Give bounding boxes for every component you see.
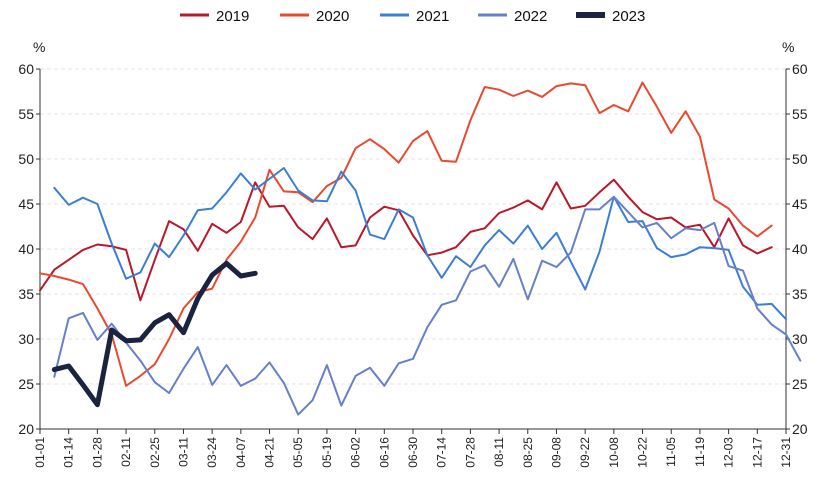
y-tick-label-right: 50: [792, 151, 808, 167]
x-tick-label: 09-22: [578, 437, 592, 468]
x-tick-label: 01-28: [90, 437, 104, 468]
y-axis-right: 20 25 30 35 40 45 50 55 60: [786, 61, 808, 437]
x-tick-label: 02-11: [119, 437, 133, 467]
y-tick-label-right: 20: [792, 421, 808, 437]
x-tick-label: 12-17: [750, 437, 764, 468]
y-tick-label-right: 35: [792, 286, 808, 302]
x-tick-label: 04-07: [234, 437, 248, 468]
y-tick-label-left: 40: [18, 241, 34, 257]
x-tick-label: 10-08: [607, 437, 621, 468]
y-tick-label-left: 55: [18, 106, 34, 122]
series-line-2020: [39, 81, 773, 387]
gridlines: [40, 68, 786, 385]
x-tick-label: 05-19: [320, 437, 334, 468]
x-tick-label: 06-16: [377, 437, 391, 468]
series-lines: [39, 81, 802, 416]
x-tick-label: 09-08: [549, 437, 563, 468]
legend-label-2019: 2019: [216, 8, 249, 25]
x-tick-label: 08-11: [492, 437, 506, 467]
legend-label-2022: 2022: [514, 8, 547, 25]
x-tick-label: 11-19: [693, 437, 707, 467]
x-axis: 01-01 01-14 01-28 02-11 02-25 03-11 03-24 04-07…: [33, 429, 793, 468]
x-tick-label: 10-22: [636, 437, 650, 468]
y-tick-label-left: 30: [18, 331, 34, 347]
y-tick-label-left: 60: [18, 61, 34, 77]
x-tick-label: 02-25: [148, 437, 162, 468]
legend-label-2023: 2023: [612, 8, 645, 25]
x-tick-label: 04-21: [263, 437, 277, 468]
y-tick-label-right: 60: [792, 61, 808, 77]
x-tick-label: 03-11: [176, 437, 190, 467]
y-tick-label-left: 35: [18, 286, 34, 302]
x-tick-label: 01-01: [33, 437, 47, 468]
chart-legend: 2019 2020 2021 2022 2023: [180, 8, 645, 25]
y-tick-label-left: 45: [18, 196, 34, 212]
legend-label-2021: 2021: [416, 8, 449, 25]
y-axis-unit-right: %: [782, 39, 794, 55]
x-tick-label: 07-28: [463, 437, 477, 468]
y-tick-label-right: 40: [792, 241, 808, 257]
x-tick-label: 12-03: [722, 437, 736, 468]
series-line-2021: [53, 167, 787, 321]
x-tick-label: 11-05: [664, 437, 678, 467]
x-tick-label: 06-30: [406, 437, 420, 468]
x-tick-label: 06-02: [349, 437, 363, 468]
y-tick-label-left: 25: [18, 376, 34, 392]
series-line-2023: [51, 260, 258, 408]
series-line-2019: [39, 178, 773, 302]
y-axis-left: 20 25 30 35 40 45 50 55 60: [18, 61, 40, 437]
y-tick-label-left: 20: [18, 421, 34, 437]
y-tick-label-right: 30: [792, 331, 808, 347]
y-axis-unit-left: %: [33, 39, 45, 55]
x-tick-label: 01-14: [62, 437, 76, 468]
y-tick-label-left: 50: [18, 151, 34, 167]
y-tick-label-right: 55: [792, 106, 808, 122]
y-tick-label-right: 45: [792, 196, 808, 212]
x-tick-label: 12-31: [779, 437, 793, 468]
legend-label-2020: 2020: [316, 8, 349, 25]
x-tick-label: 07-14: [435, 437, 449, 468]
x-tick-label: 05-05: [291, 437, 305, 468]
x-tick-label: 03-24: [205, 437, 219, 468]
y-tick-label-right: 25: [792, 376, 808, 392]
x-tick-label: 08-25: [521, 437, 535, 468]
series-line-2022: [53, 195, 802, 416]
